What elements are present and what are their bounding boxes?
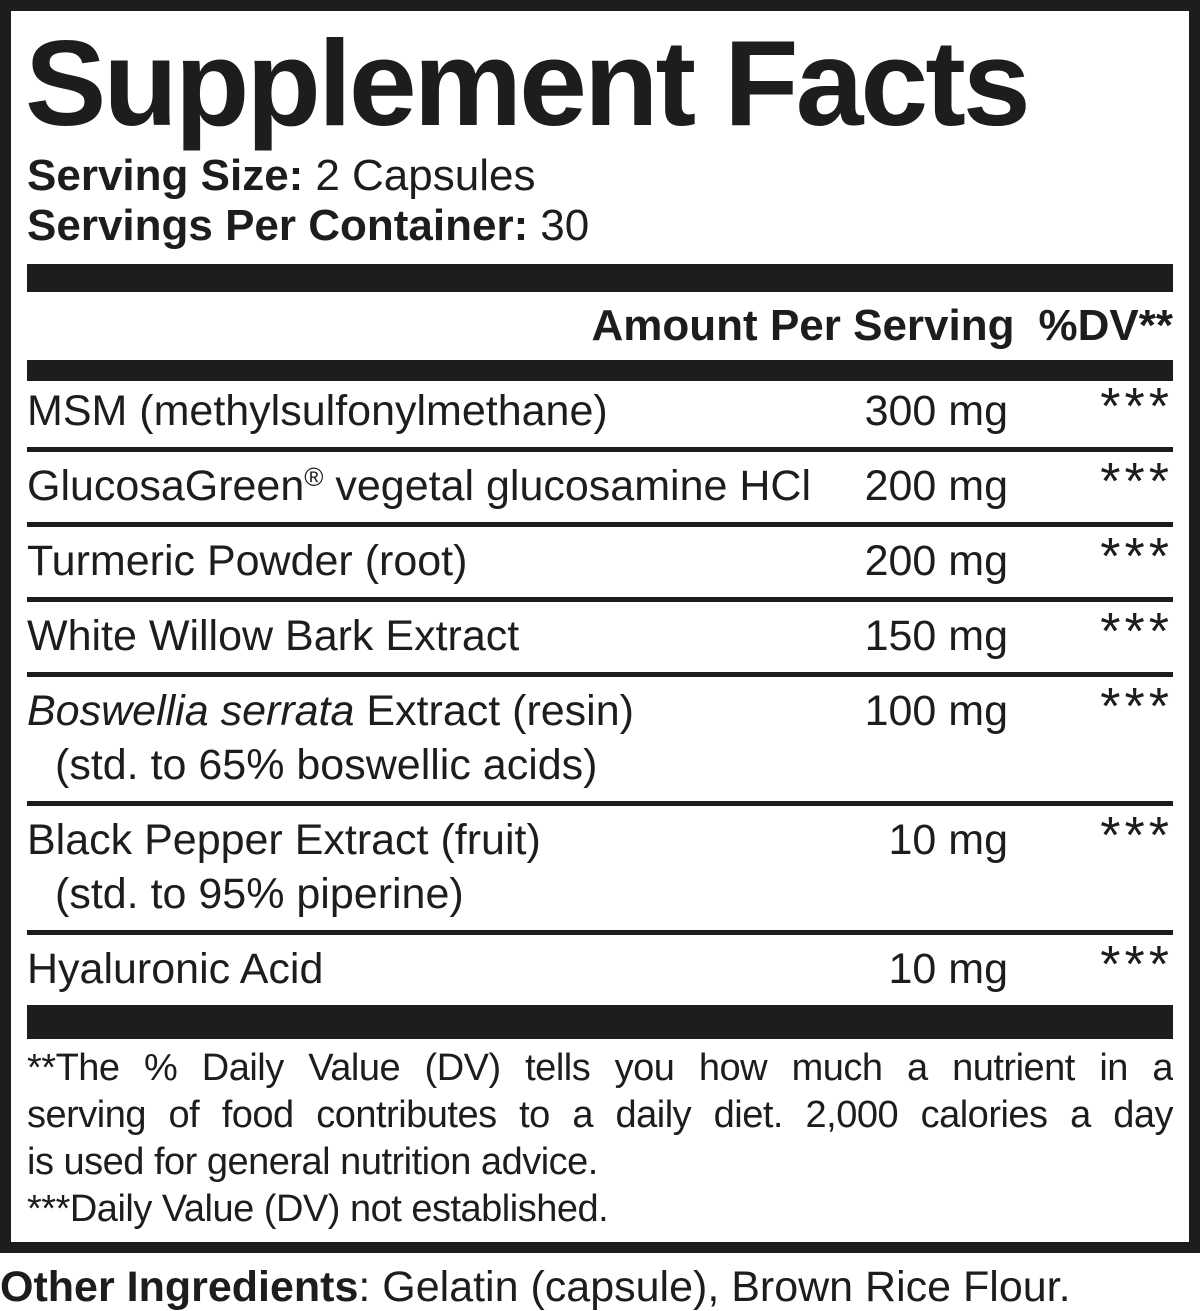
daily-value-asterisks: *** [1100,936,1173,995]
ingredient-row: Turmeric Powder (root) 200 mg *** [27,527,1173,603]
percent-dv-header: %DV** [1038,301,1174,351]
other-ingredients-label: Other Ingredients [0,1263,359,1311]
label-title: Supplement Facts [25,15,1031,151]
amount-per-serving-header: Amount Per Serving [591,301,1015,351]
amount-per-serving-value: 150 mg [864,612,1008,661]
servings-per-container-label: Servings Per Container: [27,201,529,251]
daily-value-asterisks: *** [1100,807,1173,866]
ingredient-name: Boswellia serrata Extract (resin) (std. t… [27,689,838,787]
other-ingredients-line: Other Ingredients: Gelatin (capsule), Br… [0,1263,1200,1311]
amount-per-serving-value: 300 mg [864,387,1008,436]
column-header-row: Amount Per Serving %DV** [27,292,1173,360]
ingredient-name: Black Pepper Extract (fruit) (std. to 95%… [27,818,838,916]
ingredient-name: MSM (methylsulfonylmethane) [27,387,608,436]
footnote-line-2: serving of food contributes to a daily d… [27,1094,1173,1137]
servings-per-container-line: Servings Per Container: 30 [27,201,1173,251]
ingredient-standardization-detail: (std. to 65% boswellic acids) [55,741,598,790]
daily-value-asterisks: *** [1100,603,1173,662]
divider-bar-bottom [27,1005,1173,1040]
ingredient-row: Hyaluronic Acid 10 mg *** [27,935,1173,1005]
ingredient-row: White Willow Bark Extract 150 mg *** [27,602,1173,678]
ingredient-name: GlucosaGreen® vegetal glucosamine HCl [27,462,812,511]
amount-per-serving-value: 10 mg [888,816,1008,865]
other-ingredients-value: : Gelatin (capsule), Brown Rice Flour. [358,1263,1071,1311]
ingredient-name: Turmeric Powder (root) [27,537,468,586]
dv-not-established-note: ***Daily Value (DV) not established. [27,1188,609,1231]
registered-trademark-symbol: ® [304,462,324,493]
footnote-line-3: is used for general nutrition advice. [27,1141,598,1184]
serving-size-value: 2 Capsules [315,151,536,201]
ingredient-rows: MSM (methylsulfonylmethane) 300 mg *** Gluc… [27,381,1173,1005]
daily-value-asterisks: *** [1100,528,1173,587]
amount-per-serving-value: 10 mg [888,945,1008,994]
servings-per-container-value: 30 [540,201,590,251]
daily-value-asterisks: *** [1100,678,1173,737]
amount-per-serving-value: 100 mg [864,687,1008,736]
ingredient-name: Hyaluronic Acid [27,945,324,994]
daily-value-asterisks: *** [1100,453,1173,512]
label-content: Supplement Facts Serving Size: 2 Capsules… [11,19,1189,1233]
ingredient-row: Boswellia serrata Extract (resin) (std. t… [27,677,1173,807]
footnote-line-1: **The % Daily Value (DV) tells you how m… [27,1047,1173,1090]
supplement-facts-box: Supplement Facts Serving Size: 2 Capsules… [0,0,1200,1253]
amount-per-serving-value: 200 mg [864,462,1008,511]
ingredient-standardization-detail: (std. to 95% piperine) [55,870,464,919]
daily-value-asterisks: *** [1100,378,1173,437]
serving-size-label: Serving Size: [27,151,304,201]
amount-per-serving-value: 200 mg [864,537,1008,586]
divider-bar-header [27,360,1173,382]
dv-footnote: **The % Daily Value (DV) tells you how m… [27,1045,1173,1233]
ingredient-row: Black Pepper Extract (fruit) (std. to 95%… [27,806,1173,936]
ingredient-row: MSM (methylsulfonylmethane) 300 mg *** [27,378,1173,453]
ingredient-name: White Willow Bark Extract [27,612,520,661]
divider-bar-top [27,264,1173,293]
serving-size-line: Serving Size: 2 Capsules [27,151,1173,201]
ingredient-row: GlucosaGreen® vegetal glucosamine HCl 200… [27,452,1173,528]
